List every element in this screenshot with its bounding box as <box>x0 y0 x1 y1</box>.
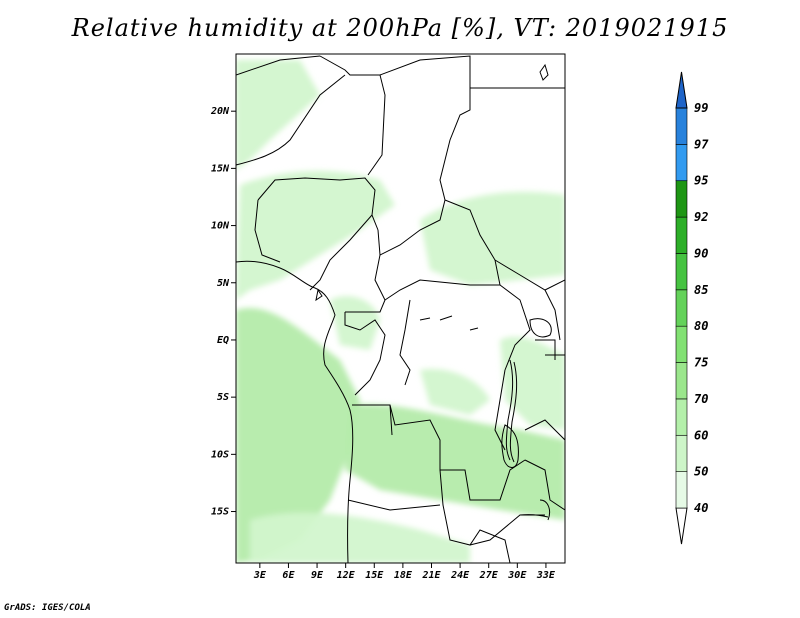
lat-axis: 20N 15N 10N 5N EQ 5S 10S 15S <box>210 106 236 518</box>
lat-tick-label: 5S <box>217 392 229 403</box>
colorbar-label: 90 <box>694 246 708 260</box>
lat-tick-label: 5N <box>217 278 230 289</box>
colorbar-segment <box>675 471 688 509</box>
colorbar-label: 75 <box>694 356 708 370</box>
colorbar-segment <box>675 434 688 472</box>
colorbar-label: 40 <box>694 501 708 515</box>
lon-tick-label: 30E <box>507 570 527 581</box>
lon-tick-label: 21E <box>421 570 441 581</box>
colorbar-segment <box>675 362 688 400</box>
colorbar-label: 95 <box>694 174 708 188</box>
colorbar-label: 97 <box>694 137 709 151</box>
map-title: Relative humidity at 200hPa [%], VT: 201… <box>71 14 729 42</box>
lon-axis: 3E 6E 9E 12E 15E 18E 21E 24E 27E 30E 33E <box>253 563 556 581</box>
colorbar-segment <box>675 289 688 327</box>
map-frame <box>235 53 566 564</box>
lon-tick-label: 9E <box>311 570 324 581</box>
lon-tick-label: 18E <box>394 570 413 581</box>
colorbar-label: 92 <box>694 210 708 224</box>
colorbar-label: 85 <box>694 283 708 297</box>
colorbar-label: 60 <box>694 428 708 442</box>
lat-tick-label: 10S <box>211 449 229 460</box>
lon-tick-label: 24E <box>450 570 470 581</box>
lon-tick-label: 12E <box>337 570 356 581</box>
colorbar-upper-triangle <box>675 71 688 109</box>
colorbar-segment <box>675 216 688 254</box>
colorbar-lower-triangle <box>675 507 688 545</box>
colorbar-segment <box>675 253 688 291</box>
lon-tick-label: 6E <box>282 570 295 581</box>
colorbar-label: 50 <box>694 465 708 479</box>
colorbar-label: 70 <box>694 392 708 406</box>
lat-tick-label: 10N <box>211 221 230 232</box>
colorbar-label: 99 <box>694 101 708 115</box>
colorbar-segment <box>675 144 688 182</box>
lon-tick-label: 15E <box>365 570 384 581</box>
colorbar-segment <box>675 398 688 436</box>
country-borders <box>236 55 565 563</box>
colorbar: 40 50 60 70 75 80 85 90 92 95 97 99 <box>675 71 709 545</box>
lat-tick-label: 15S <box>211 507 229 518</box>
lakes <box>315 63 552 521</box>
lon-tick-label: 27E <box>479 570 499 581</box>
lon-tick-label: 3E <box>253 570 267 581</box>
lat-tick-label: 15N <box>211 163 230 174</box>
lat-tick-label: 20N <box>210 106 230 117</box>
lat-tick-label: EQ <box>217 335 229 346</box>
lon-tick-label: 33E <box>536 570 556 581</box>
colorbar-label: 80 <box>694 319 708 333</box>
colorbar-segment <box>675 180 688 218</box>
credit-label: GrADS: IGES/COLA <box>4 603 91 613</box>
humidity-field <box>236 60 565 563</box>
colorbar-segment <box>675 325 688 363</box>
colorbar-segment <box>675 107 688 145</box>
